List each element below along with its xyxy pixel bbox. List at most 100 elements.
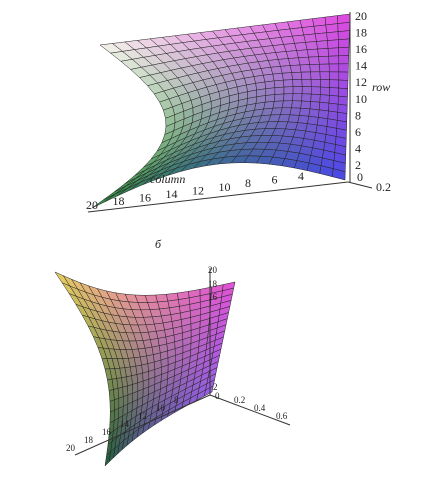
tick-label: 6 bbox=[272, 173, 278, 187]
axes bbox=[74, 12, 373, 456]
mesh-cell bbox=[306, 48, 319, 58]
mesh-cell bbox=[337, 95, 348, 106]
mesh-cell bbox=[265, 87, 276, 96]
mesh-cell bbox=[272, 100, 284, 109]
surface-b bbox=[54, 271, 236, 467]
mesh-cell bbox=[308, 56, 320, 65]
mesh-cell bbox=[338, 63, 349, 73]
tick-label: 0.2 bbox=[234, 395, 245, 405]
tick-label: 16 bbox=[139, 191, 151, 205]
mesh-cell bbox=[289, 107, 301, 116]
mesh-cell bbox=[155, 293, 169, 303]
tick-label: 0 bbox=[215, 391, 220, 401]
mesh-cell bbox=[309, 101, 321, 111]
tick-label: 18 bbox=[84, 435, 94, 445]
mesh-cell bbox=[337, 22, 351, 32]
mesh-cell bbox=[310, 86, 321, 95]
mesh-cell bbox=[338, 71, 349, 81]
mesh-cell bbox=[283, 93, 294, 102]
tick-label: 12 bbox=[355, 75, 367, 89]
tick-label: 20 bbox=[86, 198, 98, 212]
tick-label: 16 bbox=[355, 42, 367, 56]
mesh-cell bbox=[328, 102, 339, 113]
tick-label: 0.4 bbox=[254, 403, 266, 413]
mesh-cell bbox=[299, 64, 311, 73]
tick-label: 8 bbox=[245, 176, 251, 190]
mesh-cell bbox=[301, 93, 312, 102]
mesh-cell bbox=[300, 100, 312, 110]
caption: б bbox=[155, 237, 162, 251]
tick-label: 18 bbox=[113, 194, 125, 208]
mesh-cell bbox=[338, 38, 350, 49]
mesh-cell bbox=[308, 108, 320, 118]
mesh-cell bbox=[289, 64, 302, 73]
mesh-cell bbox=[319, 94, 330, 104]
tick-label: 20 bbox=[66, 443, 76, 453]
mesh-cell bbox=[319, 63, 330, 73]
mesh-cell bbox=[203, 385, 214, 397]
mesh-cell bbox=[301, 86, 312, 95]
mesh-cell bbox=[337, 30, 350, 40]
mesh-cell bbox=[280, 65, 292, 74]
axis-z-b bbox=[209, 394, 291, 426]
mesh-cell bbox=[309, 63, 321, 73]
tick-label: 8 bbox=[355, 108, 361, 122]
mesh-cell bbox=[318, 101, 330, 112]
mesh-cell bbox=[291, 71, 303, 80]
column-label: column bbox=[150, 172, 185, 186]
mesh-cell bbox=[312, 16, 327, 27]
tick-label: 8 bbox=[174, 395, 179, 405]
mesh-cell bbox=[292, 34, 306, 44]
tick-label: 14 bbox=[166, 187, 178, 201]
mesh-cell bbox=[329, 79, 340, 89]
mesh-cell bbox=[326, 31, 339, 41]
tick-label: 16 bbox=[102, 427, 112, 437]
mesh-cell bbox=[273, 79, 285, 88]
tick-label: 12 bbox=[138, 411, 147, 421]
tick-label: 14 bbox=[355, 59, 367, 73]
mesh-cell bbox=[328, 63, 340, 73]
mesh-cell bbox=[280, 107, 292, 116]
mesh-cell bbox=[281, 158, 298, 169]
mesh-cell bbox=[283, 79, 294, 88]
mesh-cell bbox=[338, 55, 350, 65]
mesh-cell bbox=[320, 86, 330, 96]
mesh-cell bbox=[292, 86, 303, 95]
mesh-cell bbox=[263, 73, 275, 83]
tick-label: 4 bbox=[355, 142, 361, 156]
axis-column-b bbox=[74, 394, 211, 456]
mesh-cell bbox=[320, 79, 330, 88]
mesh-cell bbox=[298, 56, 310, 66]
mesh-cell bbox=[272, 72, 284, 82]
mesh-cell bbox=[324, 15, 339, 26]
mesh-cell bbox=[303, 33, 317, 43]
mesh-cell bbox=[294, 42, 308, 51]
mesh-cell bbox=[289, 27, 305, 37]
mesh-cell bbox=[314, 32, 328, 42]
mesh-cell bbox=[310, 93, 321, 103]
mesh-cell bbox=[319, 71, 330, 80]
tick-label: 2 bbox=[213, 382, 218, 392]
mesh-cell bbox=[313, 24, 327, 35]
mesh-cell bbox=[329, 87, 339, 97]
mesh-cell bbox=[300, 71, 312, 80]
mesh-cell bbox=[338, 87, 349, 98]
tick-label: 0.2 bbox=[376, 180, 391, 194]
tick-label: 4 bbox=[298, 169, 304, 183]
mesh-cell bbox=[157, 300, 170, 310]
mesh-cell bbox=[310, 71, 321, 80]
mesh-cell bbox=[327, 47, 339, 57]
mesh-cell bbox=[328, 55, 340, 65]
mesh-cell bbox=[327, 39, 339, 49]
mesh-cell bbox=[301, 25, 316, 36]
mesh-cell bbox=[318, 55, 330, 65]
mesh-cell bbox=[316, 40, 329, 50]
tick-label: 0.6 bbox=[276, 411, 288, 421]
mesh-cell bbox=[287, 114, 300, 123]
mesh-cell bbox=[301, 79, 312, 87]
mesh-cell bbox=[281, 72, 293, 81]
axis-z-a bbox=[347, 181, 373, 189]
mesh-cell bbox=[317, 48, 329, 57]
mesh-cell bbox=[310, 79, 321, 88]
